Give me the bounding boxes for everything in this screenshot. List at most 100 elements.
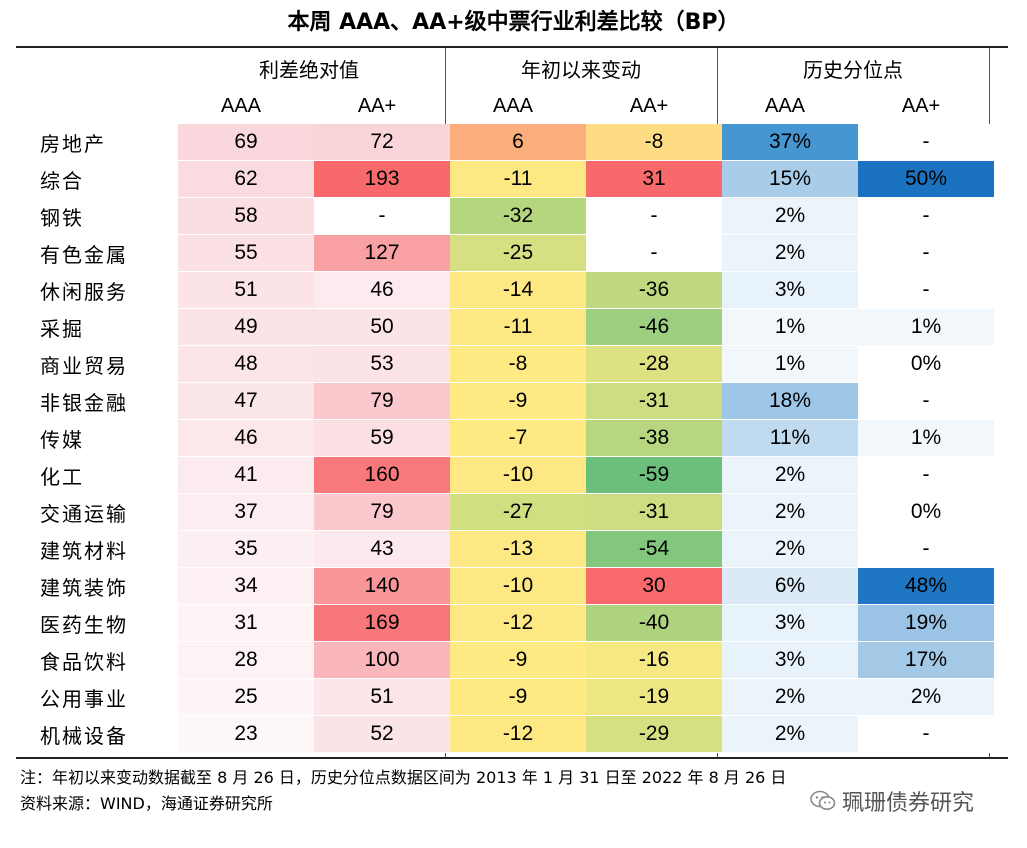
spread-aaa-cell: 35	[178, 531, 314, 568]
change-aaa-cell: -27	[450, 494, 586, 531]
percentile-aaplus-cell: -	[858, 124, 994, 161]
group-header-change: 年初以来变动	[521, 58, 641, 82]
percentile-aaa-cell: 3%	[722, 642, 858, 679]
percentile-aaa-cell: 3%	[722, 605, 858, 642]
spread-aaa-cell: 49	[178, 309, 314, 346]
spread-aaa-cell: 28	[178, 642, 314, 679]
spread-aaa-cell: 51	[178, 272, 314, 309]
percentile-aaa-cell: 11%	[722, 420, 858, 457]
table-row: 有色金属 55 127 -25-2% -	[35, 235, 994, 272]
percentile-aaa-cell: 2%	[722, 679, 858, 716]
percentile-aaa-cell: 1%	[722, 309, 858, 346]
spread-aaa-cell: 31	[178, 605, 314, 642]
percentile-aaplus-cell: -	[858, 272, 994, 309]
spread-table: 房地产 69 72 6 -8 37% - 综合 62 193 -11 31 15% 50% 钢铁 58- -32…	[35, 124, 994, 753]
percentile-aaa-cell: 3%	[722, 272, 858, 309]
group-header-spread: 利差绝对值	[259, 58, 359, 82]
percentile-aaplus-cell: 48%	[858, 568, 994, 605]
top-rule	[16, 46, 1008, 48]
change-aaplus-cell: -38	[586, 420, 722, 457]
industry-label: 建筑装饰	[35, 568, 178, 605]
change-aaplus-cell: -	[586, 198, 722, 235]
industry-label: 综合	[35, 161, 178, 198]
industry-label: 房地产	[35, 124, 178, 161]
percentile-aaplus-cell: -	[858, 235, 994, 272]
spread-aaa-cell: 25	[178, 679, 314, 716]
change-aaa-cell: -25	[450, 235, 586, 272]
change-aaplus-cell: -19	[586, 679, 722, 716]
spread-aaa-cell: 47	[178, 383, 314, 420]
change-aaplus-cell: -8	[586, 124, 722, 161]
spread-aaplus-cell: 51	[314, 679, 450, 716]
industry-label: 建筑材料	[35, 531, 178, 568]
change-aaa-cell: -9	[450, 679, 586, 716]
change-aaplus-cell: -16	[586, 642, 722, 679]
table-row: 建筑材料 35 43 -13 -54 2% -	[35, 531, 994, 568]
table-row: 商业贸易 48 53 -8 -28 1% 0%	[35, 346, 994, 383]
spread-aaplus-cell: 160	[314, 457, 450, 494]
spread-aaplus-cell: 127	[314, 235, 450, 272]
table-row: 建筑装饰 34 140 -10 30 6% 48%	[35, 568, 994, 605]
watermark-text: 珮珊债券研究	[842, 791, 975, 816]
industry-label: 钢铁	[35, 198, 178, 235]
change-aaplus-cell: 30	[586, 568, 722, 605]
change-aaplus-cell: -54	[586, 531, 722, 568]
table-row: 房地产 69 72 6 -8 37% -	[35, 124, 994, 161]
percentile-aaplus-cell: 1%	[858, 309, 994, 346]
change-aaplus-cell: -59	[586, 457, 722, 494]
percentile-aaplus-cell: 17%	[858, 642, 994, 679]
spread-aaa-cell: 37	[178, 494, 314, 531]
change-aaplus-cell: -36	[586, 272, 722, 309]
spread-aaa-cell: 34	[178, 568, 314, 605]
percentile-aaa-cell: 1%	[722, 346, 858, 383]
table-row: 机械设备 23 52 -12 -29 2% -	[35, 716, 994, 753]
percentile-aaa-cell: 2%	[722, 494, 858, 531]
spread-aaplus-cell: 46	[314, 272, 450, 309]
change-aaa-cell: -13	[450, 531, 586, 568]
percentile-aaa-cell: 2%	[722, 198, 858, 235]
industry-label: 采掘	[35, 309, 178, 346]
spread-aaplus-cell: 59	[314, 420, 450, 457]
percentile-aaplus-cell: 19%	[858, 605, 994, 642]
spread-aaplus-cell: 53	[314, 346, 450, 383]
table-row: 医药生物 31 169 -12 -40 3% 19%	[35, 605, 994, 642]
subheader-percentile-aaa: AAA	[764, 95, 806, 117]
spread-aaa-cell: 58	[178, 198, 314, 235]
percentile-aaplus-cell: 0%	[858, 494, 994, 531]
industry-label: 食品饮料	[35, 642, 178, 679]
table-row: 钢铁 58- -32-2% -	[35, 198, 994, 235]
spread-aaa-cell: 23	[178, 716, 314, 753]
footnote: 注：年初以来变动数据截至 8 月 26 日，历史分位点数据区间为 2013 年 …	[20, 768, 787, 787]
change-aaa-cell: -12	[450, 716, 586, 753]
percentile-aaa-cell: 2%	[722, 457, 858, 494]
industry-label: 非银金融	[35, 383, 178, 420]
spread-aaplus-cell: 50	[314, 309, 450, 346]
industry-label: 商业贸易	[35, 346, 178, 383]
industry-label: 休闲服务	[35, 272, 178, 309]
spread-aaa-cell: 48	[178, 346, 314, 383]
spread-aaplus-cell: 79	[314, 494, 450, 531]
industry-label: 公用事业	[35, 679, 178, 716]
table-row: 公用事业 25 51 -9 -19 2% 2%	[35, 679, 994, 716]
percentile-aaplus-cell: -	[858, 531, 994, 568]
spread-aaplus-cell: 100	[314, 642, 450, 679]
spread-aaplus-cell: 193	[314, 161, 450, 198]
spread-aaplus-cell: 79	[314, 383, 450, 420]
spread-aaplus-cell: 43	[314, 531, 450, 568]
change-aaa-cell: -9	[450, 383, 586, 420]
change-aaa-cell: -10	[450, 568, 586, 605]
industry-label: 传媒	[35, 420, 178, 457]
table-row: 传媒 46 59 -7 -38 11% 1%	[35, 420, 994, 457]
percentile-aaplus-cell: 0%	[858, 346, 994, 383]
percentile-aaplus-cell: 1%	[858, 420, 994, 457]
change-aaplus-cell: -	[586, 235, 722, 272]
spread-aaplus-cell: 72	[314, 124, 450, 161]
industry-label: 有色金属	[35, 235, 178, 272]
source-note: 资料来源：WIND，海通证券研究所	[20, 794, 273, 813]
industry-label: 交通运输	[35, 494, 178, 531]
spread-aaplus-cell: 52	[314, 716, 450, 753]
percentile-aaa-cell: 37%	[722, 124, 858, 161]
change-aaa-cell: -8	[450, 346, 586, 383]
change-aaplus-cell: -31	[586, 494, 722, 531]
industry-label: 化工	[35, 457, 178, 494]
